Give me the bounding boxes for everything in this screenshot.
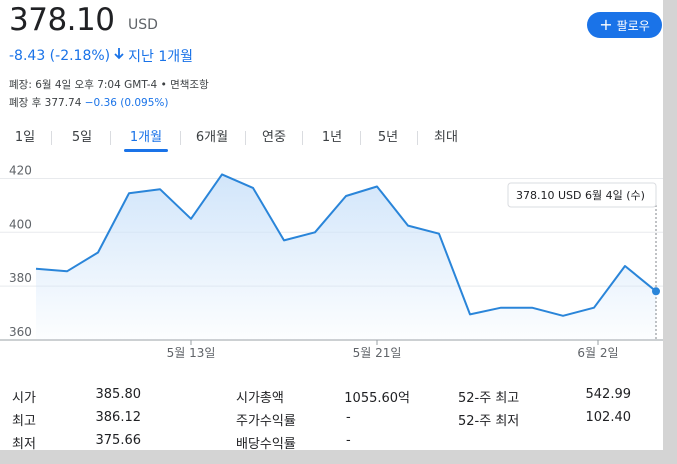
y-tick-label: 420 xyxy=(9,165,32,177)
price-chart[interactable]: 360 380 400 420 5월 13일 5월 21일 6월 2일 378.10 USD … xyxy=(0,165,663,365)
y-tick-label: 400 xyxy=(9,217,32,231)
close-info: 폐장: 6월 4일 오후 7:04 GMT-4 • 면책조항 xyxy=(9,79,209,91)
stock-card: 378.10 USD + 팔로우 -8.43 (-2.18%) 지난 1개월 폐… xyxy=(0,0,663,452)
stat-label-52w-low: 52-주 최저 xyxy=(458,414,520,429)
down-arrow-icon xyxy=(114,48,124,64)
tab-divider xyxy=(302,131,303,145)
after-hours-price: 폐장 후 377.74 xyxy=(9,97,82,109)
tab-1d[interactable]: 1일 xyxy=(14,130,36,145)
tab-divider xyxy=(180,131,181,145)
stat-label-open: 시가 xyxy=(12,391,36,406)
tab-divider xyxy=(245,131,246,145)
currency-label: USD xyxy=(128,17,158,33)
after-hours-change: −0.36 (0.095%) xyxy=(84,97,169,109)
follow-button[interactable]: + 팔로우 xyxy=(587,12,662,38)
stat-value-market-cap: 1055.60억 xyxy=(344,391,410,406)
x-tick-label: 5월 21일 xyxy=(353,346,402,360)
y-tick-label: 360 xyxy=(9,325,32,339)
current-price: 378.10 xyxy=(9,2,115,38)
x-tick-label: 6월 2일 xyxy=(577,346,618,360)
tab-1y[interactable]: 1년 xyxy=(321,130,343,145)
stat-label-market-cap: 시가총액 xyxy=(236,391,284,406)
tab-divider xyxy=(417,131,418,145)
tab-max[interactable]: 최대 xyxy=(434,130,458,145)
y-tick-label: 380 xyxy=(9,271,32,285)
stat-value-dividend-yield: - xyxy=(346,433,351,448)
x-tick-label: 5월 13일 xyxy=(167,346,216,360)
series-area xyxy=(36,174,656,340)
stat-value-52w-low: 102.40 xyxy=(585,410,632,425)
follow-button-label: 팔로우 xyxy=(616,18,650,33)
tab-5y[interactable]: 5년 xyxy=(377,130,399,145)
stat-value-open: 385.80 xyxy=(95,387,142,402)
stat-value-pe-ratio: - xyxy=(346,410,351,425)
tab-1m[interactable]: 1개월 xyxy=(124,128,168,152)
stat-label-52w-high: 52-주 최고 xyxy=(458,391,520,406)
after-hours-info: 폐장 후 377.74 −0.36 (0.095%) xyxy=(9,95,169,110)
series-line xyxy=(35,173,657,317)
tooltip-text: 378.10 USD 6월 4일 (수) xyxy=(516,188,645,202)
tab-5d[interactable]: 5일 xyxy=(71,130,93,145)
change-value: -8.43 (-2.18%) xyxy=(9,48,111,64)
tab-6m[interactable]: 6개월 xyxy=(195,130,229,145)
change-period: 지난 1개월 xyxy=(128,49,194,65)
tab-divider xyxy=(51,131,52,145)
stat-label-high: 최고 xyxy=(12,414,36,429)
hover-point xyxy=(652,287,660,296)
tab-ytd[interactable]: 연중 xyxy=(262,130,286,145)
tab-divider xyxy=(360,131,361,145)
tooltip-box xyxy=(507,182,657,208)
stat-label-dividend-yield: 배당수익률 xyxy=(236,437,296,452)
stat-label-low: 최저 xyxy=(12,437,36,452)
stats-grid: 시가 385.80 최고 386.12 최저 375.66 시가총액 1055.… xyxy=(0,384,663,452)
stat-value-52w-high: 542.99 xyxy=(585,387,632,402)
stat-label-pe-ratio: 주가수익률 xyxy=(236,414,296,429)
stat-value-low: 375.66 xyxy=(95,433,142,448)
tab-divider xyxy=(110,131,111,145)
price-change: -8.43 (-2.18%) 지난 1개월 xyxy=(9,46,193,66)
stat-value-high: 386.12 xyxy=(95,410,142,425)
plus-icon: + xyxy=(599,15,613,34)
